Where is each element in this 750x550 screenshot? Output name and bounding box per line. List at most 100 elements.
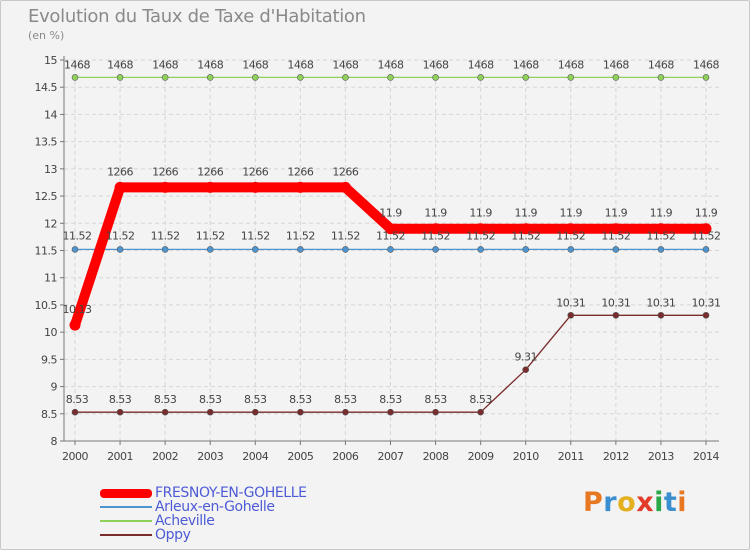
data-point-fresnoy-en-gohelle xyxy=(159,181,171,193)
data-label-arleux-en-gohelle: 11.52 xyxy=(692,229,721,242)
chart-title: Evolution du Taux de Taxe d'Habitation xyxy=(28,6,366,27)
data-point-oppy xyxy=(657,311,665,319)
data-label-fresnoy-en-gohelle: 11.9 xyxy=(379,207,402,220)
proxiti-logo: Proxiti xyxy=(583,487,687,518)
y-tick-label: 14.5 xyxy=(35,81,58,94)
x-tick-label: 2000 xyxy=(62,450,88,463)
data-label-fresnoy-en-gohelle: 1266 xyxy=(242,165,268,178)
data-label-acheville: 1468 xyxy=(603,58,629,71)
y-tick-label: 10 xyxy=(44,326,57,339)
data-label-acheville: 1468 xyxy=(468,58,494,71)
x-tick-label: 2013 xyxy=(648,450,674,463)
x-tick-label: 2005 xyxy=(287,450,313,463)
data-point-oppy xyxy=(251,408,259,416)
data-point-fresnoy-en-gohelle xyxy=(520,223,532,235)
data-point-arleux-en-gohelle xyxy=(161,246,169,253)
data-point-fresnoy-en-gohelle xyxy=(565,223,577,235)
data-label-arleux-en-gohelle: 11.52 xyxy=(376,229,405,242)
logo-letter: t xyxy=(663,487,678,518)
y-tick-label: 8.5 xyxy=(41,408,57,421)
data-label-arleux-en-gohelle: 11.52 xyxy=(241,229,270,242)
data-label-arleux-en-gohelle: 11.52 xyxy=(511,229,540,242)
data-point-arleux-en-gohelle xyxy=(251,246,259,253)
data-label-acheville: 1468 xyxy=(378,58,404,71)
data-point-oppy xyxy=(206,408,214,416)
data-label-oppy: 10.31 xyxy=(556,296,585,309)
series-layer xyxy=(69,74,712,416)
legend-swatch-arleux xyxy=(100,506,152,508)
data-label-arleux-en-gohelle: 11.52 xyxy=(556,229,585,242)
data-point-fresnoy-en-gohelle xyxy=(294,181,306,193)
y-tick-label: 11.5 xyxy=(35,245,58,258)
data-label-layer: 1468 1468 1468 1468 1468 1468 1468 1468 1468 1468… xyxy=(63,58,722,406)
data-point-arleux-en-gohelle xyxy=(116,246,124,253)
data-label-oppy: 8.53 xyxy=(289,393,312,406)
data-point-fresnoy-en-gohelle xyxy=(700,223,712,235)
data-label-arleux-en-gohelle: 11.52 xyxy=(63,229,92,242)
y-tick-label: 12 xyxy=(44,217,57,230)
data-label-arleux-en-gohelle: 11.52 xyxy=(601,229,630,242)
logo-letter: o xyxy=(617,487,637,518)
data-point-fresnoy-en-gohelle xyxy=(249,181,261,193)
data-label-oppy: 8.53 xyxy=(379,393,402,406)
legend-label-fresnoy: FRESNOY-EN-GOHELLE xyxy=(155,485,307,501)
data-label-oppy: 10.31 xyxy=(692,296,721,309)
data-point-acheville xyxy=(297,74,304,81)
data-point-acheville xyxy=(567,74,575,81)
data-point-oppy xyxy=(702,311,710,319)
logo-letter: x xyxy=(636,487,655,518)
data-label-acheville: 1468 xyxy=(513,58,539,71)
legend-swatch-acheville xyxy=(100,520,152,522)
data-label-fresnoy-en-gohelle: 11.9 xyxy=(424,207,447,220)
data-point-arleux-en-gohelle xyxy=(387,246,394,253)
x-tick-label: 2007 xyxy=(378,450,404,463)
data-label-arleux-en-gohelle: 11.52 xyxy=(646,229,675,242)
data-label-acheville: 1468 xyxy=(197,58,223,71)
data-label-oppy: 8.53 xyxy=(154,393,177,406)
data-point-oppy xyxy=(71,408,79,416)
data-label-fresnoy-en-gohelle: 1266 xyxy=(107,165,133,178)
data-label-acheville: 1468 xyxy=(64,58,90,71)
data-point-acheville xyxy=(342,74,349,81)
data-label-arleux-en-gohelle: 11.52 xyxy=(196,229,225,242)
data-point-acheville xyxy=(702,74,710,81)
data-label-fresnoy-en-gohelle: 1266 xyxy=(197,165,223,178)
data-label-fresnoy-en-gohelle: 11.9 xyxy=(560,207,583,220)
data-label-arleux-en-gohelle: 11.52 xyxy=(151,229,180,242)
data-point-oppy xyxy=(161,408,169,416)
data-label-oppy: 10.31 xyxy=(601,296,630,309)
data-label-fresnoy-en-gohelle: 1266 xyxy=(152,165,178,178)
data-point-arleux-en-gohelle xyxy=(657,246,665,253)
data-label-arleux-en-gohelle: 11.52 xyxy=(106,229,135,242)
logo-letter: P xyxy=(583,487,604,518)
data-label-fresnoy-en-gohelle: 10.13 xyxy=(63,303,92,316)
data-point-acheville xyxy=(387,74,394,81)
data-point-oppy xyxy=(477,408,484,416)
data-label-oppy: 8.53 xyxy=(199,393,222,406)
data-point-acheville xyxy=(612,74,620,81)
data-label-acheville: 1468 xyxy=(423,58,449,71)
data-point-oppy xyxy=(432,408,439,416)
data-label-oppy: 8.53 xyxy=(334,393,357,406)
x-tick-label: 2011 xyxy=(558,450,584,463)
x-tick-label: 2014 xyxy=(693,450,719,463)
legend-label-acheville: Acheville xyxy=(155,513,215,529)
y-tick-label: 8 xyxy=(51,435,58,448)
data-label-oppy: 8.53 xyxy=(66,393,89,406)
data-point-fresnoy-en-gohelle xyxy=(475,223,487,235)
x-tick-label: 2009 xyxy=(468,450,494,463)
legend-swatch-fresnoy xyxy=(100,488,152,498)
data-point-fresnoy-en-gohelle xyxy=(339,181,351,193)
y-tick-label: 9 xyxy=(51,381,58,394)
data-point-arleux-en-gohelle xyxy=(612,246,620,253)
data-point-oppy xyxy=(522,366,530,373)
x-tick-label: 2008 xyxy=(423,450,449,463)
data-label-oppy: 9.31 xyxy=(514,351,537,364)
data-label-acheville: 1468 xyxy=(287,58,313,71)
data-label-oppy: 8.53 xyxy=(424,393,447,406)
data-point-arleux-en-gohelle xyxy=(522,246,530,253)
data-point-acheville xyxy=(477,74,484,81)
data-point-arleux-en-gohelle xyxy=(702,246,710,253)
data-label-fresnoy-en-gohelle: 1266 xyxy=(332,165,358,178)
